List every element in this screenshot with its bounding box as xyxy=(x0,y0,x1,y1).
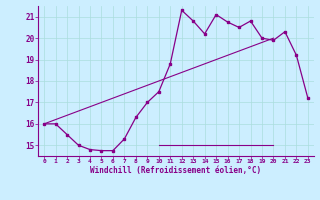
X-axis label: Windchill (Refroidissement éolien,°C): Windchill (Refroidissement éolien,°C) xyxy=(91,166,261,175)
